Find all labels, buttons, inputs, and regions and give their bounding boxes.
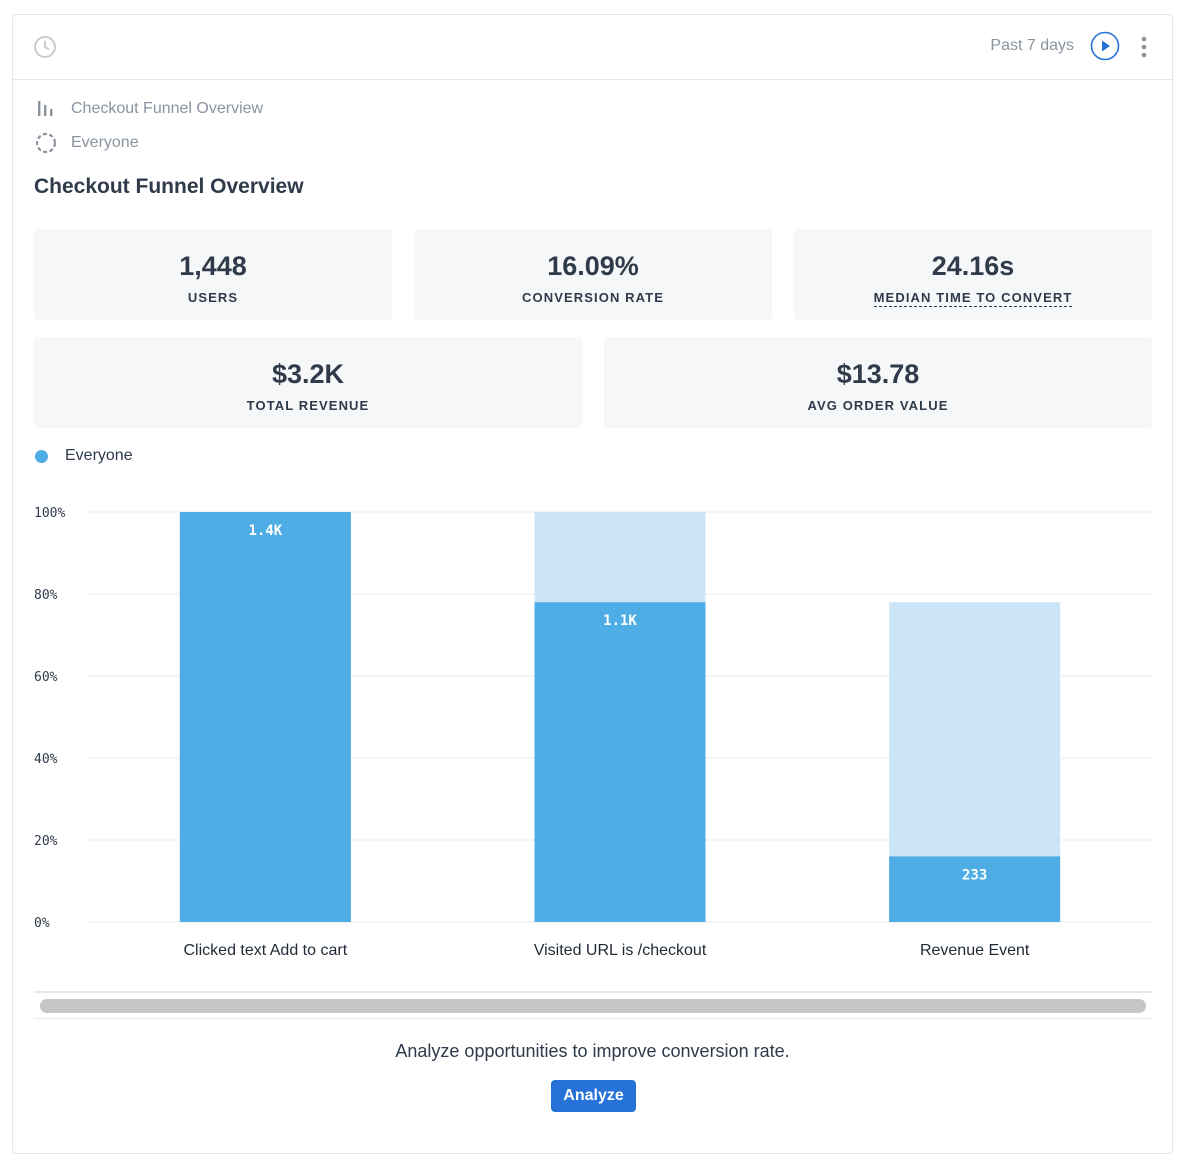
page-title: Checkout Funnel Overview <box>34 175 304 198</box>
y-tick-label: 0% <box>34 916 50 931</box>
date-range[interactable]: Past 7 days <box>990 37 1074 54</box>
segment-meta: Everyone <box>35 132 139 154</box>
bar-everyone <box>179 512 351 922</box>
legend-dot <box>35 449 48 463</box>
funnel-card: Past 7 days Checkout Funnel Overview Eve… <box>12 14 1173 1154</box>
stat-label: TOTAL REVENUE <box>246 398 370 413</box>
bar-everyone <box>534 602 706 922</box>
bar-everyone <box>889 856 1061 922</box>
more-vertical-icon[interactable] <box>1134 33 1154 61</box>
analyze-prompt: Analyze opportunities to improve convers… <box>395 1041 790 1061</box>
segment-name[interactable]: Everyone <box>71 134 139 151</box>
stat-label: USERS <box>187 290 239 305</box>
stat-label: AVG ORDER VALUE <box>807 398 949 413</box>
stat-users: 1,448 USERS <box>34 229 392 320</box>
funnel-chart: 0% 20% 40% 60% 80% 100% 1.4K Clicked text Add t… <box>34 506 1152 959</box>
y-tick-label: 100% <box>34 506 65 521</box>
stat-value: 1,448 <box>179 251 247 281</box>
x-category-label: Visited URL is /checkout <box>534 942 707 959</box>
report-name[interactable]: Checkout Funnel Overview <box>71 100 264 117</box>
stat-conversion-rate: 16.09% CONVERSION RATE <box>414 229 772 320</box>
stat-value: 16.09% <box>547 251 639 281</box>
chart-legend[interactable]: Everyone <box>35 447 133 465</box>
y-tick-label: 60% <box>34 670 58 685</box>
stat-avg-order-value: $13.78 AVG ORDER VALUE <box>604 337 1152 428</box>
report-meta: Checkout Funnel Overview <box>35 98 263 120</box>
stat-value: 24.16s <box>931 251 1015 281</box>
legend-label: Everyone <box>65 447 133 464</box>
stat-label-tooltip[interactable]: MEDIAN TIME TO CONVERT <box>873 290 1073 307</box>
card-toolbar: Past 7 days <box>13 15 1172 80</box>
x-category-label: Clicked text Add to cart <box>184 942 348 959</box>
bar-value-label: 1.1K <box>603 613 637 629</box>
y-tick-label: 40% <box>34 752 58 767</box>
horizontal-scrollbar[interactable] <box>34 991 1152 1019</box>
stat-value: $13.78 <box>836 359 920 389</box>
bar-chart-icon <box>38 101 53 116</box>
analyze-button[interactable]: Analyze <box>551 1080 636 1112</box>
stat-median-time: 24.16s MEDIAN TIME TO CONVERT <box>794 229 1152 320</box>
play-circle-icon[interactable] <box>1090 31 1120 61</box>
segment-icon <box>35 132 57 154</box>
bar-value-label: 1.4K <box>248 523 282 539</box>
clock-icon[interactable] <box>33 35 57 59</box>
stat-label: CONVERSION RATE <box>522 290 664 305</box>
stat-value: $3.2K <box>271 359 345 389</box>
y-tick-label: 20% <box>34 834 58 849</box>
y-tick-label: 80% <box>34 588 58 603</box>
scrollbar-thumb[interactable] <box>40 999 1146 1013</box>
bar-value-label: 233 <box>962 867 987 883</box>
x-category-label: Revenue Event <box>920 942 1030 959</box>
stat-total-revenue: $3.2K TOTAL REVENUE <box>34 337 582 428</box>
